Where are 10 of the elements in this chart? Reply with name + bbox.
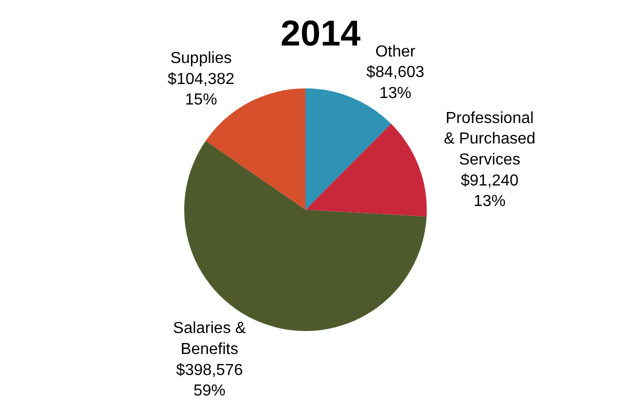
- slice-label: Professional & Purchased Services: [444, 110, 536, 168]
- slice-label: Salaries & Benefits: [173, 320, 246, 358]
- data-label: $91,240 13%: [460, 172, 519, 210]
- slice-label: Other: [375, 43, 416, 60]
- data-label: $104,382 15%: [168, 70, 235, 109]
- data-label: $84,603 13%: [366, 64, 424, 102]
- chart-title: 2014: [280, 12, 361, 54]
- slice-label: Supplies: [170, 50, 232, 68]
- pie-slice: [306, 124, 427, 217]
- data-label: $398,576 59%: [176, 362, 243, 400]
